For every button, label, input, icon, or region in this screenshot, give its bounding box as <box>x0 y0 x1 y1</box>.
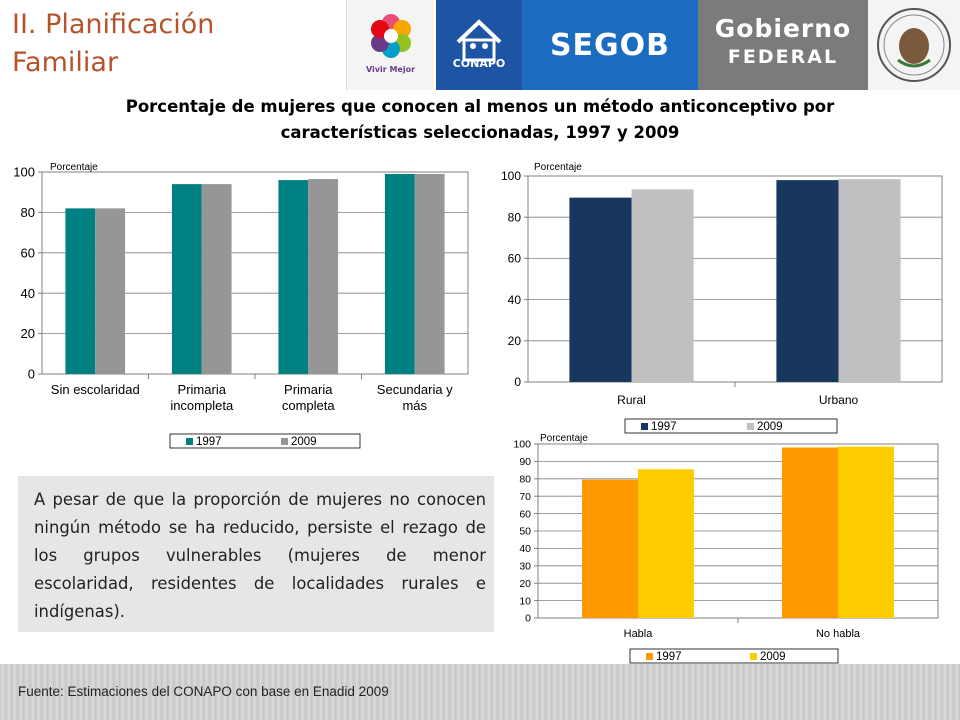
y-tick-label: 10 <box>519 595 531 607</box>
conapo-label: CONAPO <box>452 57 506 70</box>
y-tick-label: 0 <box>525 613 531 625</box>
legend-label-2009: 2009 <box>291 436 317 448</box>
y-tick-label: 40 <box>21 286 35 301</box>
chart-main-title-line2: características seleccionadas, 1997 y 20… <box>280 123 680 142</box>
y-tick-label: 40 <box>508 293 522 307</box>
bar-1997-0 <box>65 208 96 374</box>
bar-2009-0 <box>631 189 694 382</box>
chart-localidad: Porcentaje 0 20 40 60 80 100 Rural Urbano 1997 200… <box>490 160 955 440</box>
y-tick-label: 80 <box>519 473 531 485</box>
y-tick-label: 0 <box>514 375 521 389</box>
legend-box <box>624 418 838 434</box>
x-category-label: Rural <box>617 393 646 407</box>
y-tick-label: 60 <box>508 252 522 266</box>
y-tick-label: 70 <box>519 491 531 503</box>
gobierno-federal-logo: Gobierno FEDERAL <box>698 0 868 90</box>
segob-logo: SEGOB <box>522 0 698 90</box>
slide-title-line1: II. Planificación <box>12 9 215 40</box>
footer-bar: Fuente: Estimaciones del CONAPO con base… <box>0 664 960 720</box>
y-tick-label: 100 <box>513 439 531 451</box>
chart-localidad-svg: Porcentaje 0 20 40 60 80 100 Rural Urbano 1997 200… <box>501 162 943 434</box>
x-category-label: Habla <box>624 628 654 640</box>
bar-2009-3 <box>414 174 445 374</box>
legend-swatch-2009 <box>747 423 754 430</box>
y-axis-label: Porcentaje <box>50 162 98 173</box>
vivir-mejor-label: Vivir Mejor <box>365 65 416 74</box>
x-category-label: Secundaria y <box>377 382 453 397</box>
y-tick-label: 20 <box>21 326 35 341</box>
slide-title: II. Planificación Familiar <box>12 6 342 82</box>
summary-text: A pesar de que la proporción de mujeres … <box>34 490 486 621</box>
chart-escolaridad-svg: Porcentaje 0 20 40 60 80 100 Sin escolaridad Pri… <box>13 162 469 449</box>
legend-box <box>169 433 361 449</box>
y-tick-label: 60 <box>519 508 531 520</box>
bar-1997-0 <box>582 479 638 618</box>
x-category-label: completa <box>282 398 336 413</box>
x-category-label: Sin escolaridad <box>51 382 140 397</box>
x-category-label: Primaria <box>178 382 227 397</box>
y-axis-label: Porcentaje <box>534 162 582 173</box>
y-tick-label: 0 <box>28 367 35 382</box>
legend-label-2009: 2009 <box>760 651 786 663</box>
legend-swatch-1997 <box>641 423 648 430</box>
chart-main-title: Porcentaje de mujeres que conocen al men… <box>40 94 920 146</box>
legend-box <box>629 648 839 664</box>
legend-label-1997: 1997 <box>196 436 222 448</box>
summary-text-panel: A pesar de que la proporción de mujeres … <box>18 476 494 632</box>
bar-1997-1 <box>776 180 839 382</box>
legend-swatch-1997 <box>186 438 193 445</box>
bar-2009-1 <box>201 184 232 374</box>
y-tick-label: 80 <box>21 205 35 220</box>
eagle-seal-icon <box>877 8 951 82</box>
y-tick-label: 80 <box>508 210 522 224</box>
legend-swatch-2009 <box>281 438 288 445</box>
x-category-label: Urbano <box>819 393 859 407</box>
legend-label-1997: 1997 <box>651 421 677 433</box>
x-category-label: más <box>402 398 427 413</box>
flower-icon <box>371 14 411 58</box>
house-icon <box>456 19 502 62</box>
bar-2009-1 <box>838 446 894 618</box>
segob-label: SEGOB <box>549 28 671 63</box>
bar-1997-3 <box>384 174 415 374</box>
slide-title-line2: Familiar <box>12 47 119 78</box>
chart-lengua-svg: Porcentaje 0 10 20 30 40 50 60 70 80 90 100 Habla No … <box>513 433 939 664</box>
bar-2009-0 <box>95 208 126 374</box>
y-tick-label: 20 <box>519 578 531 590</box>
y-tick-label: 30 <box>519 560 531 572</box>
y-tick-label: 100 <box>501 169 521 183</box>
bar-2009-2 <box>308 179 339 374</box>
federal-label: FEDERAL <box>727 46 839 68</box>
bar-1997-0 <box>569 197 632 382</box>
bar-2009-0 <box>638 469 694 618</box>
bar-2009-1 <box>838 179 901 382</box>
bar-1997-1 <box>782 447 838 618</box>
x-category-label: Primaria <box>284 382 333 397</box>
legend-label-2009: 2009 <box>757 421 783 433</box>
gobierno-label: Gobierno <box>714 14 852 43</box>
legend-label-1997: 1997 <box>656 651 682 663</box>
legend-swatch-2009 <box>750 653 757 660</box>
vivir-mejor-logo: Vivir Mejor <box>346 0 434 90</box>
chart-escolaridad: Porcentaje 0 20 40 60 80 100 Sin escolaridad Pri… <box>10 160 480 455</box>
y-tick-label: 20 <box>508 334 522 348</box>
x-category-label: incompleta <box>170 398 234 413</box>
y-tick-label: 40 <box>519 543 531 555</box>
bar-1997-1 <box>171 184 202 374</box>
mexico-seal-logo <box>868 0 960 90</box>
x-category-label: No habla <box>816 628 861 640</box>
legend-swatch-1997 <box>646 653 653 660</box>
conapo-logo: CONAPO <box>436 0 522 90</box>
y-tick-label: 90 <box>519 456 531 468</box>
chart-lengua: Porcentaje 0 10 20 30 40 50 60 70 80 90 100 Habla No … <box>490 430 955 664</box>
y-axis-label: Porcentaje <box>540 433 588 444</box>
bar-1997-2 <box>278 180 309 374</box>
chart-main-title-line1: Porcentaje de mujeres que conocen al men… <box>125 97 835 116</box>
y-tick-label: 100 <box>13 165 35 180</box>
y-tick-label: 60 <box>21 245 35 260</box>
y-tick-label: 50 <box>519 526 531 538</box>
source-note: Fuente: Estimaciones del CONAPO con base… <box>18 684 389 699</box>
